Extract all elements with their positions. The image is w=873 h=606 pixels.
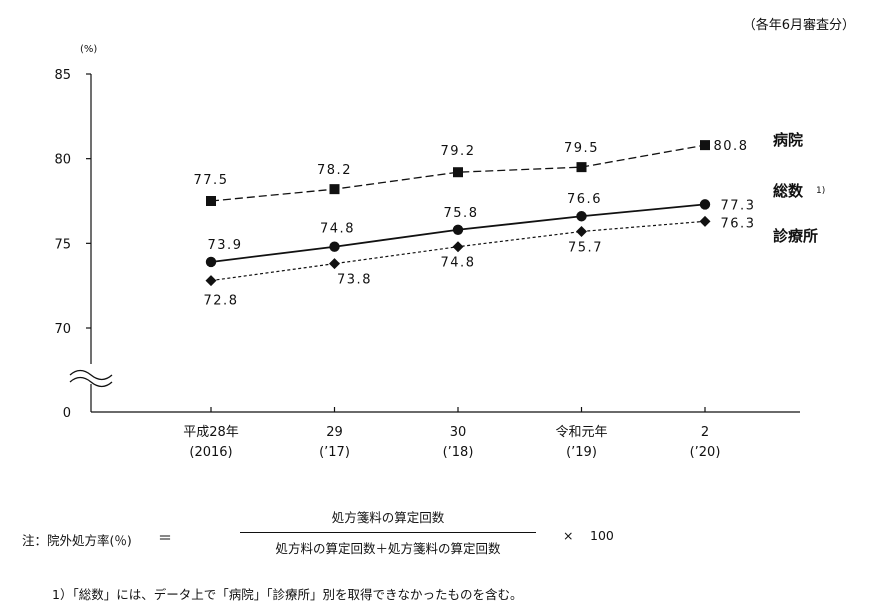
data-label: 77.5	[194, 173, 229, 188]
data-label: 74.8	[320, 222, 355, 237]
data-label: 76.6	[567, 192, 602, 207]
point-circle	[329, 241, 340, 252]
series-line-square	[210, 144, 706, 202]
point-diamond	[576, 225, 587, 237]
data-label: 75.8	[444, 206, 479, 221]
data-label: 75.7	[568, 240, 603, 255]
point-diamond	[699, 215, 711, 227]
data-label: 73.9	[208, 238, 243, 253]
series-name-label: 病院	[773, 131, 803, 149]
point-circle	[576, 211, 587, 222]
data-label: 78.2	[317, 163, 352, 178]
x-tick-label: (2016)	[189, 445, 232, 460]
data-label: 77.3	[721, 198, 756, 213]
point-square	[329, 184, 340, 195]
data-label: 72.8	[204, 294, 239, 309]
y-tick-label: 70	[54, 322, 71, 337]
data-label: 74.8	[441, 256, 476, 271]
data-label: 76.3	[721, 216, 756, 231]
x-tick-label: (’20)	[690, 445, 721, 460]
data-label: 80.8	[714, 139, 749, 154]
point-square	[576, 162, 587, 173]
x-tick-label: 平成28年	[183, 425, 239, 440]
x-tick-label: 2	[701, 425, 709, 440]
point-diamond	[205, 275, 217, 287]
series-name-label: 総数	[773, 182, 804, 200]
y-tick-label: 85	[54, 68, 71, 83]
series-name-label: 診療所	[773, 227, 818, 245]
point-diamond	[329, 258, 340, 270]
data-label: 79.5	[564, 141, 599, 156]
point-circle	[452, 224, 464, 235]
axis-break-mark	[69, 369, 113, 381]
point-diamond	[452, 241, 464, 253]
axis-break-mask	[69, 365, 113, 383]
y-tick-label: 75	[54, 237, 71, 252]
point-circle	[699, 199, 711, 210]
data-label: 79.2	[441, 144, 476, 159]
x-tick-label: (’17)	[319, 445, 350, 460]
point-square	[453, 167, 463, 178]
point-square	[206, 196, 216, 206]
x-tick-label: 30	[450, 425, 467, 440]
y-tick-label: 0	[63, 406, 71, 421]
x-tick-label: 29	[326, 425, 343, 440]
x-tick-label: 令和元年	[555, 425, 607, 440]
y-tick-label: 80	[54, 153, 71, 168]
axis-break-mark	[69, 376, 113, 388]
x-tick-label: (’19)	[566, 445, 597, 460]
series-name-note: 1)	[816, 186, 825, 196]
y-unit-label: (%)	[80, 44, 97, 55]
data-label: 73.8	[337, 273, 372, 288]
point-square	[700, 140, 710, 151]
x-tick-label: (’18)	[443, 445, 474, 460]
point-circle	[205, 256, 217, 268]
